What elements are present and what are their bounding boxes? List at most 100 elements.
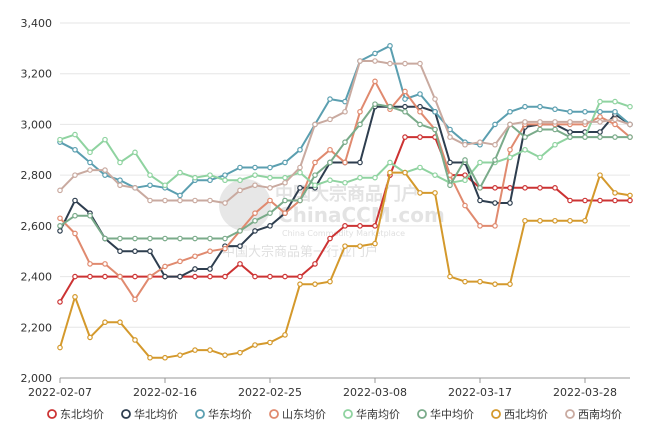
data-point <box>402 169 408 176</box>
data-point <box>492 121 498 128</box>
data-point <box>342 223 348 229</box>
data-point <box>267 339 273 346</box>
data-point <box>192 174 198 181</box>
legend-item[interactable]: 山东均价 <box>269 408 326 421</box>
data-point <box>192 266 198 272</box>
data-point <box>357 223 363 229</box>
data-point <box>492 141 498 148</box>
data-point <box>402 134 408 140</box>
y-tick-label: 3,000 <box>21 118 53 131</box>
data-point <box>87 212 93 219</box>
data-point <box>357 121 363 128</box>
data-point <box>567 129 573 135</box>
data-point <box>582 108 588 115</box>
y-tick-label: 2,600 <box>21 220 53 233</box>
data-point <box>567 108 573 115</box>
data-point <box>177 192 183 199</box>
legend-marker <box>417 409 427 419</box>
data-point <box>357 174 363 181</box>
legend-item[interactable]: 西北均价 <box>491 408 548 421</box>
data-point <box>432 108 438 115</box>
legend-label: 华北均价 <box>134 407 178 421</box>
data-point <box>237 228 243 234</box>
x-axis-ticks: 2022-02-07 2022-02-16 2022-02-25 2022-03-08… <box>28 378 617 399</box>
data-point <box>372 223 378 229</box>
data-point <box>372 78 378 85</box>
legend-marker <box>121 409 131 419</box>
data-point <box>417 121 423 128</box>
data-point <box>207 197 213 204</box>
data-point <box>222 235 228 242</box>
data-point <box>627 192 633 199</box>
data-point <box>72 172 78 178</box>
legend-item[interactable]: 西南均价 <box>565 408 622 421</box>
data-point <box>282 210 288 216</box>
data-point <box>222 245 228 252</box>
data-point <box>357 159 363 166</box>
data-point <box>297 185 303 191</box>
data-point <box>117 248 123 255</box>
data-point <box>402 108 408 115</box>
data-point <box>87 149 93 156</box>
data-point <box>327 235 333 242</box>
data-point <box>327 96 333 102</box>
series-group <box>57 43 633 361</box>
data-point <box>612 116 618 123</box>
data-point <box>342 108 348 115</box>
data-point <box>117 319 123 326</box>
data-point <box>582 119 588 125</box>
y-tick-label: 3,200 <box>21 68 53 81</box>
data-point <box>567 217 573 224</box>
data-point <box>387 103 393 110</box>
data-point <box>102 319 108 326</box>
y-tick-label: 3,400 <box>21 17 53 30</box>
data-point <box>387 169 393 176</box>
data-point <box>432 126 438 133</box>
data-point <box>537 126 543 133</box>
data-point <box>522 146 528 153</box>
data-point <box>117 182 123 189</box>
x-tick-label: 2022-03-28 <box>553 386 617 399</box>
data-point <box>462 278 468 285</box>
data-point <box>372 58 378 64</box>
data-point <box>147 354 153 361</box>
data-point <box>552 126 558 133</box>
data-point <box>177 235 183 242</box>
data-point <box>132 296 138 303</box>
data-point <box>537 185 543 191</box>
legend-label: 西南均价 <box>578 408 622 421</box>
data-point <box>372 174 378 181</box>
legend-item[interactable]: 东北均价 <box>47 408 104 421</box>
data-point <box>597 119 603 125</box>
legend-item[interactable]: 华中均价 <box>417 407 474 421</box>
data-point <box>597 114 603 120</box>
data-point <box>297 273 303 280</box>
data-point <box>462 177 468 184</box>
data-point <box>567 197 573 204</box>
data-point <box>582 197 588 204</box>
data-point <box>177 258 183 265</box>
data-point <box>147 182 153 189</box>
watermark-subtitle: 中国大宗商品第一行业门户 <box>222 244 378 260</box>
data-point <box>102 136 108 143</box>
legend: 东北均价 华北均价 华东均价 山东均价 华南均价 华中均价 西北均价 西南均价 <box>47 407 622 421</box>
data-point <box>252 228 258 234</box>
data-point <box>222 352 228 358</box>
data-point <box>537 103 543 110</box>
data-point <box>597 134 603 140</box>
data-point <box>477 185 483 191</box>
data-point <box>357 243 363 249</box>
data-point <box>612 108 618 115</box>
data-point <box>402 88 408 95</box>
watermark-tagline: China Commodity Marketplace <box>282 229 405 238</box>
data-point <box>432 96 438 102</box>
watermark-logo-icon <box>219 179 271 231</box>
data-point <box>597 197 603 204</box>
legend-item[interactable]: 华东均价 <box>195 407 252 421</box>
data-point <box>72 230 78 237</box>
legend-item[interactable]: 华北均价 <box>121 407 178 421</box>
data-point <box>492 185 498 191</box>
data-point <box>237 261 243 267</box>
data-point <box>222 200 228 206</box>
legend-item[interactable]: 华南均价 <box>343 407 400 421</box>
